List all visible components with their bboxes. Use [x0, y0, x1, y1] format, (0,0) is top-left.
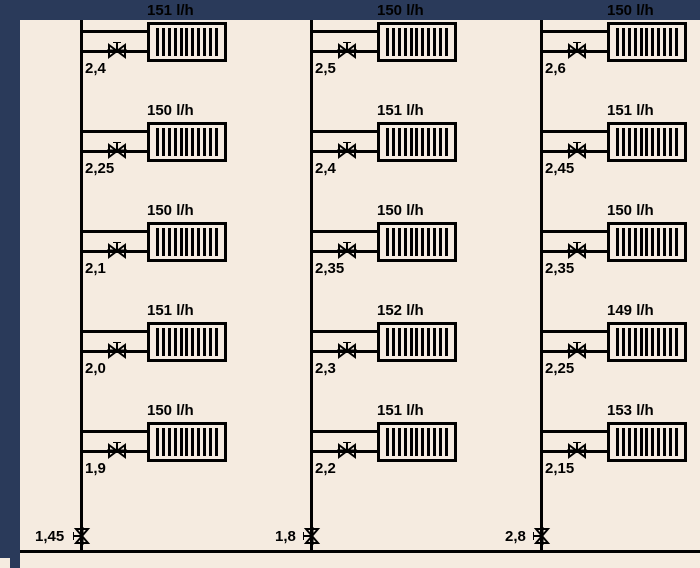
flow-rate-label: 150 l/h	[607, 202, 654, 219]
main-horizontal-pipe	[20, 550, 700, 553]
flow-rate-label: 151 l/h	[377, 402, 424, 419]
valve-setting-label: 2,1	[85, 260, 106, 277]
radiator-icon	[607, 122, 687, 162]
flow-rate-label: 151 l/h	[147, 2, 194, 19]
supply-pipe	[82, 30, 147, 33]
radiator-unit: 150 l/h 2,25	[82, 100, 252, 190]
flow-rate-label: 151 l/h	[147, 302, 194, 319]
radiator-valve-icon	[107, 342, 127, 360]
radiator-icon	[377, 22, 457, 62]
radiator-icon	[377, 222, 457, 262]
flow-rate-label: 151 l/h	[377, 102, 424, 119]
radiator-valve-icon	[567, 42, 587, 60]
radiator-unit: 150 l/h 2,35	[312, 200, 482, 290]
radiator-unit: 151 l/h 2,45	[542, 100, 700, 190]
flow-rate-label: 150 l/h	[377, 2, 424, 19]
radiator-valve-icon	[337, 242, 357, 260]
radiator-unit: 150 l/h 2,5	[312, 0, 482, 90]
radiator-valve-icon	[337, 42, 357, 60]
riser-balancing-valve-icon	[73, 527, 91, 545]
radiator-valve-icon	[107, 142, 127, 160]
valve-setting-label: 2,4	[315, 160, 336, 177]
radiator-icon	[147, 422, 227, 462]
flow-rate-label: 151 l/h	[607, 102, 654, 119]
supply-pipe	[312, 230, 377, 233]
valve-setting-label: 2,4	[85, 60, 106, 77]
supply-pipe	[542, 130, 607, 133]
supply-pipe	[82, 130, 147, 133]
supply-pipe	[542, 30, 607, 33]
radiator-unit: 150 l/h 2,1	[82, 200, 252, 290]
radiator-valve-icon	[337, 342, 357, 360]
flow-rate-label: 150 l/h	[147, 102, 194, 119]
heating-riser-diagram: 1,45 151 l/h 2,4 150 l/h 2,25 150 l/h 2,1 151 l…	[20, 20, 700, 568]
radiator-unit: 150 l/h 2,6	[542, 0, 700, 90]
radiator-unit: 153 l/h 2,15	[542, 400, 700, 490]
supply-pipe	[312, 30, 377, 33]
radiator-valve-icon	[107, 42, 127, 60]
valve-setting-label: 2,2	[315, 460, 336, 477]
radiator-icon	[607, 22, 687, 62]
riser-setting-label: 2,8	[505, 528, 526, 545]
radiator-icon	[607, 322, 687, 362]
radiator-valve-icon	[107, 442, 127, 460]
flow-rate-label: 150 l/h	[377, 202, 424, 219]
radiator-icon	[147, 22, 227, 62]
supply-pipe	[82, 430, 147, 433]
supply-pipe	[82, 230, 147, 233]
radiator-unit: 150 l/h 2,35	[542, 200, 700, 290]
radiator-valve-icon	[567, 242, 587, 260]
radiator-unit: 151 l/h 2,2	[312, 400, 482, 490]
valve-setting-label: 2,25	[85, 160, 114, 177]
radiator-icon	[377, 122, 457, 162]
valve-setting-label: 2,0	[85, 360, 106, 377]
radiator-unit: 151 l/h 2,0	[82, 300, 252, 390]
radiator-icon	[607, 422, 687, 462]
riser-balancing-valve-icon	[533, 527, 551, 545]
radiator-valve-icon	[567, 442, 587, 460]
radiator-icon	[147, 222, 227, 262]
radiator-valve-icon	[107, 242, 127, 260]
flow-rate-label: 149 l/h	[607, 302, 654, 319]
supply-pipe	[542, 330, 607, 333]
radiator-unit: 152 l/h 2,3	[312, 300, 482, 390]
supply-pipe	[542, 230, 607, 233]
radiator-icon	[607, 222, 687, 262]
radiator-valve-icon	[337, 442, 357, 460]
valve-setting-label: 2,3	[315, 360, 336, 377]
supply-pipe	[312, 330, 377, 333]
radiator-valve-icon	[567, 142, 587, 160]
valve-setting-label: 2,45	[545, 160, 574, 177]
flow-rate-label: 153 l/h	[607, 402, 654, 419]
radiator-icon	[147, 322, 227, 362]
valve-setting-label: 2,35	[315, 260, 344, 277]
flow-rate-label: 150 l/h	[147, 402, 194, 419]
radiator-unit: 149 l/h 2,25	[542, 300, 700, 390]
flow-rate-label: 150 l/h	[147, 202, 194, 219]
radiator-unit: 151 l/h 2,4	[82, 0, 252, 90]
radiator-valve-icon	[337, 142, 357, 160]
radiator-valve-icon	[567, 342, 587, 360]
radiator-icon	[147, 122, 227, 162]
riser-setting-label: 1,45	[35, 528, 64, 545]
valve-setting-label: 1,9	[85, 460, 106, 477]
valve-setting-label: 2,25	[545, 360, 574, 377]
flow-rate-label: 150 l/h	[607, 2, 654, 19]
valve-setting-label: 2,35	[545, 260, 574, 277]
radiator-unit: 150 l/h 1,9	[82, 400, 252, 490]
riser-balancing-valve-icon	[303, 527, 321, 545]
valve-setting-label: 2,15	[545, 460, 574, 477]
radiator-icon	[377, 322, 457, 362]
valve-setting-label: 2,5	[315, 60, 336, 77]
supply-pipe	[312, 130, 377, 133]
radiator-icon	[377, 422, 457, 462]
supply-pipe	[82, 330, 147, 333]
riser-setting-label: 1,8	[275, 528, 296, 545]
radiator-unit: 151 l/h 2,4	[312, 100, 482, 190]
flow-rate-label: 152 l/h	[377, 302, 424, 319]
supply-pipe	[542, 430, 607, 433]
valve-setting-label: 2,6	[545, 60, 566, 77]
supply-pipe	[312, 430, 377, 433]
